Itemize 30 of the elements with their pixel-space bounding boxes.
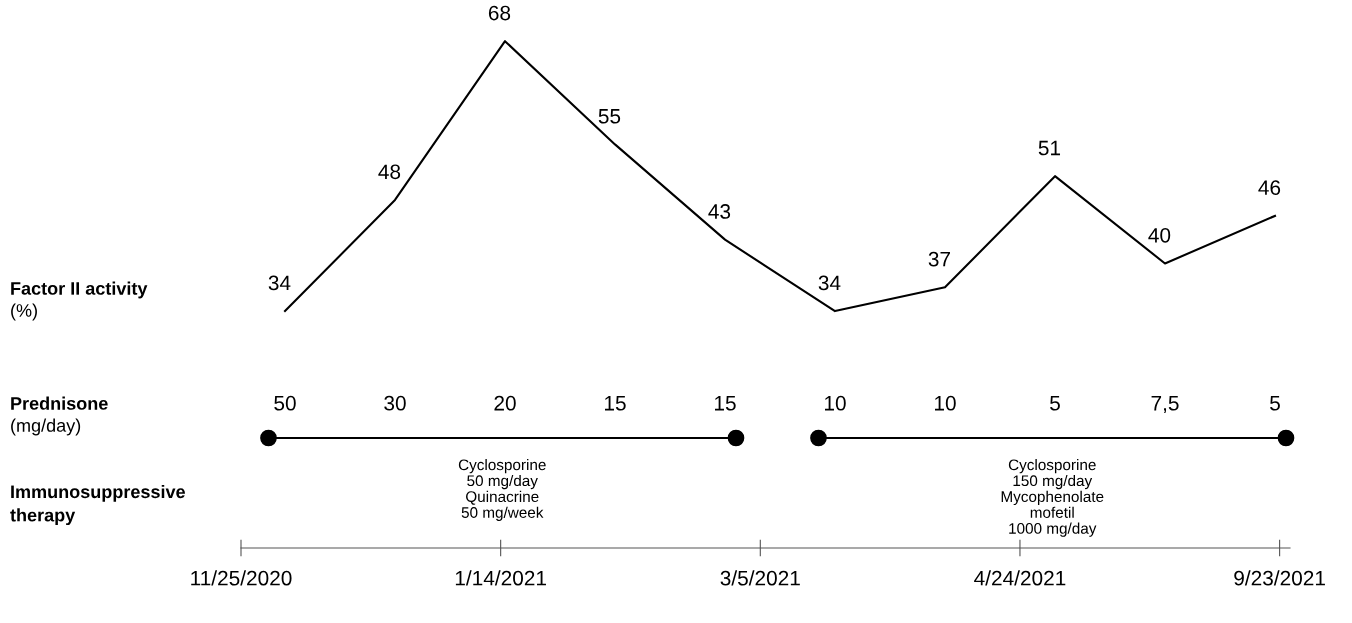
category-label: 3/5/2021 <box>720 570 800 586</box>
category-label: 1/14/2021 <box>455 570 546 586</box>
category-label: 9/23/2021 <box>1234 570 1325 586</box>
text: Prednisone (mg/day) <box>11 396 108 436</box>
text: Cyclosporine 150 mg/day Mycophenolate mofetil 1000 mg/day <box>1001 459 1104 537</box>
data-label: 34 <box>818 275 841 291</box>
text: 50 <box>274 395 296 411</box>
text: 5 <box>1050 396 1060 411</box>
text: 30 <box>384 395 406 411</box>
text: Cyclosporine 50 mg/day Quinacrine 50 mg/week <box>458 459 546 521</box>
text: 10 <box>825 395 846 411</box>
text: 10 <box>935 395 956 411</box>
text: Immunosuppressive therapy <box>10 484 185 526</box>
data-label: 40 <box>1148 227 1171 243</box>
text: 15 <box>715 396 736 411</box>
data-label: 51 <box>1038 140 1061 156</box>
y-axis-title: Factor II activity (%) <box>11 281 148 321</box>
data-label: 55 <box>598 109 621 124</box>
category-label: 4/24/2021 <box>974 570 1066 586</box>
text: 20 <box>494 395 516 411</box>
data-label: 34 <box>268 275 291 291</box>
data-label: 37 <box>928 251 950 267</box>
text: 5 <box>1270 396 1280 411</box>
text: 7,5 <box>1151 396 1179 414</box>
category-label: 11/25/2020 <box>191 570 292 586</box>
text: 15 <box>605 396 626 411</box>
data-label: 46 <box>1258 180 1281 196</box>
data-label: 68 <box>488 5 511 21</box>
data-label: 48 <box>378 164 401 180</box>
data-label: 43 <box>708 204 731 219</box>
